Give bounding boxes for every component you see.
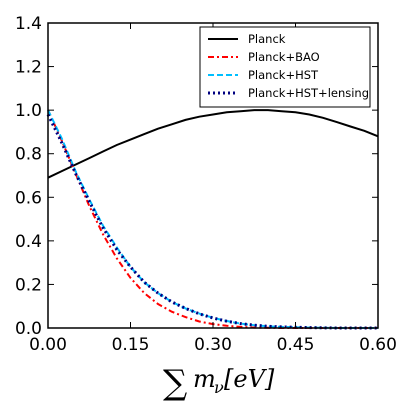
x-axis-label-sub: ν (214, 378, 224, 397)
y-tick-label: 0.8 (15, 145, 42, 165)
x-tick-label: 0.45 (277, 335, 315, 355)
y-tick-label: 0.2 (15, 275, 42, 295)
x-axis-label: ∑ m ν [eV] (163, 363, 275, 403)
series-line-0 (47, 109, 379, 179)
x-tick-label: 0.30 (194, 335, 232, 355)
x-axis-label-var: m (193, 365, 216, 393)
y-tick-label: 0.4 (15, 232, 42, 252)
legend-label-3: Planck+HST+lensing (248, 86, 369, 100)
x-tick-label: 0.00 (29, 335, 67, 355)
x-axis-label-unit: [eV] (224, 365, 275, 393)
legend: Planck Planck+BAO Planck+HST Planck+HST+len… (199, 26, 371, 108)
x-tick-label: 0.60 (359, 335, 397, 355)
y-tick-label: 1.4 (15, 14, 42, 34)
x-axis-label-sum: ∑ (163, 363, 187, 403)
series-line-3 (46, 113, 378, 330)
y-tick-label: 1.2 (15, 58, 42, 78)
y-tick-label: 1.0 (15, 101, 42, 121)
legend-label-0: Planck (248, 32, 286, 46)
legend-label-1: Planck+BAO (248, 50, 320, 64)
x-tick-label: 0.15 (112, 335, 150, 355)
legend-label-2: Planck+HST (248, 68, 319, 82)
y-tick-label: 0.6 (15, 188, 42, 208)
y-tick-label: 0.0 (15, 319, 42, 339)
ticks-layer: 0.00 0.15 0.30 0.45 0.60 0.0 0.2 0.4 0.6 0.8 1.0 1.… (15, 14, 397, 355)
